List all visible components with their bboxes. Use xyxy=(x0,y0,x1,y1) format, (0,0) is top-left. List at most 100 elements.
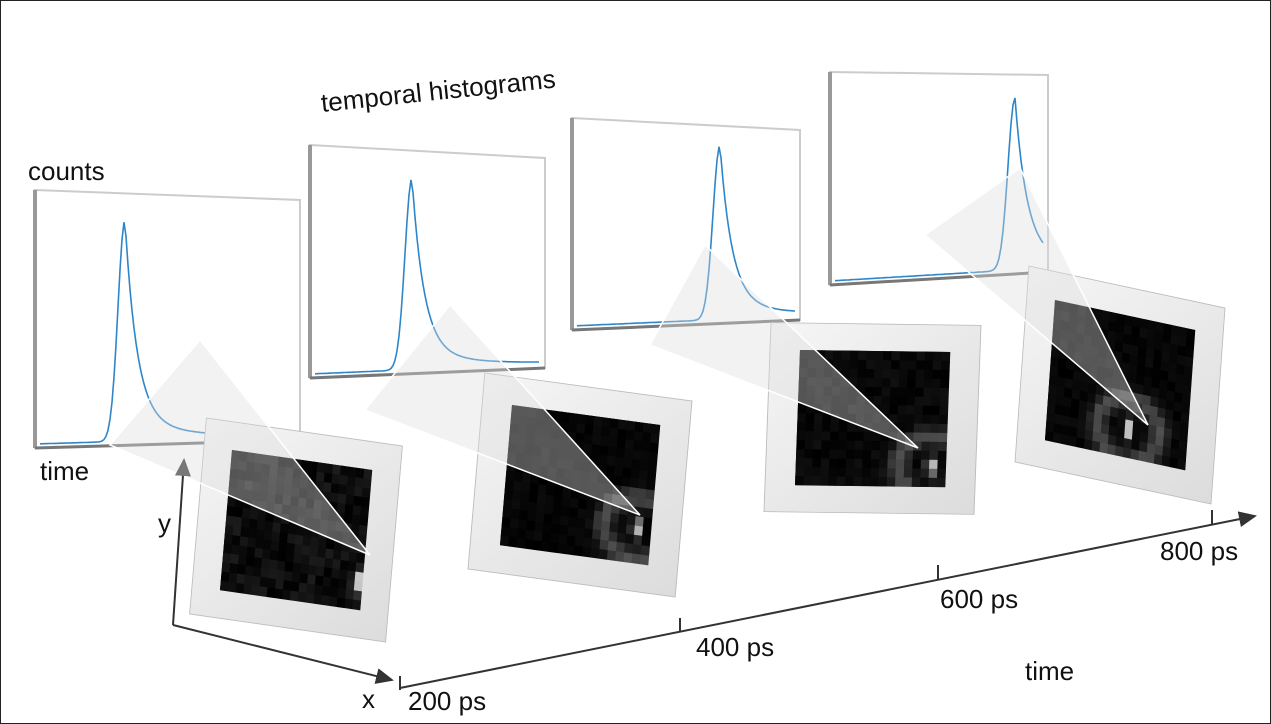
pixel xyxy=(573,545,584,557)
pixel xyxy=(1138,441,1148,453)
pixel xyxy=(628,486,639,498)
pixel xyxy=(1114,445,1124,458)
pixel xyxy=(1153,349,1163,362)
pixel xyxy=(318,537,327,549)
pixel xyxy=(360,506,370,517)
pixel xyxy=(911,468,921,478)
pixel xyxy=(599,539,609,551)
pixel xyxy=(561,496,571,508)
pixel xyxy=(304,507,314,519)
pixel xyxy=(282,495,292,506)
pixel xyxy=(245,555,255,567)
pixel xyxy=(1044,430,1054,443)
title: temporal histograms xyxy=(319,64,556,118)
pixel xyxy=(1130,335,1140,347)
pixel xyxy=(1124,419,1134,431)
pixel xyxy=(796,439,806,450)
pixel xyxy=(936,468,946,479)
pixel xyxy=(513,471,524,483)
pixel xyxy=(1123,324,1133,336)
pixel xyxy=(806,386,816,396)
pixel xyxy=(922,405,932,416)
pixel xyxy=(797,404,807,414)
pixel xyxy=(234,507,244,518)
pixel xyxy=(878,468,888,478)
pixel xyxy=(344,598,354,610)
pixel xyxy=(1173,401,1183,413)
pixel xyxy=(532,540,543,551)
pixel xyxy=(881,396,891,406)
pixel xyxy=(1177,449,1187,462)
pixel xyxy=(245,461,255,473)
pixel xyxy=(831,377,841,387)
pixel xyxy=(878,477,888,487)
pixel xyxy=(921,441,931,452)
pixel xyxy=(1180,412,1190,424)
pixel xyxy=(813,422,823,432)
pixel xyxy=(630,468,640,480)
pixel xyxy=(1075,332,1085,345)
pixel xyxy=(268,568,278,580)
pixel xyxy=(805,413,815,423)
pixel xyxy=(534,426,544,438)
pixel xyxy=(1178,335,1187,348)
pixel xyxy=(1060,433,1070,446)
pixel xyxy=(305,498,315,510)
pixel xyxy=(650,423,661,435)
pixel xyxy=(830,404,840,414)
pixel xyxy=(811,467,821,477)
pixel xyxy=(516,443,526,455)
pixel xyxy=(324,557,334,569)
pixel xyxy=(515,452,525,464)
pixel xyxy=(1136,364,1146,377)
pixel xyxy=(330,483,340,494)
pixel xyxy=(605,474,615,486)
pixel xyxy=(1142,394,1152,407)
pixel xyxy=(269,559,278,571)
pixel xyxy=(1124,315,1134,327)
pixel xyxy=(639,554,650,566)
pixel xyxy=(1157,397,1167,410)
pixel xyxy=(274,588,284,600)
pixel xyxy=(278,541,288,553)
pixel xyxy=(1053,309,1063,321)
pixel xyxy=(263,530,273,541)
pixel xyxy=(624,542,634,554)
cone xyxy=(363,303,641,516)
pixel xyxy=(873,378,883,388)
pixel xyxy=(1131,325,1141,338)
image xyxy=(467,372,693,598)
pixel xyxy=(870,459,880,469)
pixel xyxy=(864,404,874,415)
pixel xyxy=(328,596,338,607)
pixel xyxy=(292,562,302,574)
pixel xyxy=(1049,365,1059,377)
pixel xyxy=(334,530,344,542)
pixel xyxy=(1067,340,1076,353)
pixel xyxy=(346,485,356,497)
pixel xyxy=(575,432,585,444)
pixel xyxy=(823,386,833,396)
pixel xyxy=(237,469,247,481)
pixel xyxy=(499,535,510,547)
pixel xyxy=(886,468,896,478)
pixel xyxy=(1096,375,1106,387)
pixel xyxy=(592,425,602,437)
pixel xyxy=(889,387,899,397)
pixel xyxy=(905,423,915,433)
pixel xyxy=(847,395,857,406)
pixel xyxy=(895,450,905,460)
pixel xyxy=(266,502,275,513)
pixel xyxy=(1159,369,1169,382)
pixel xyxy=(814,386,824,396)
pixel xyxy=(566,440,576,452)
pixel xyxy=(1054,300,1064,312)
histogram-base xyxy=(829,270,1049,287)
pixel xyxy=(1132,316,1141,329)
tick-label: 600 ps xyxy=(940,584,1018,614)
pixel xyxy=(819,476,829,486)
pixel xyxy=(1046,412,1056,424)
pixel xyxy=(625,429,635,441)
pixel xyxy=(537,484,548,495)
pixel xyxy=(269,549,279,561)
